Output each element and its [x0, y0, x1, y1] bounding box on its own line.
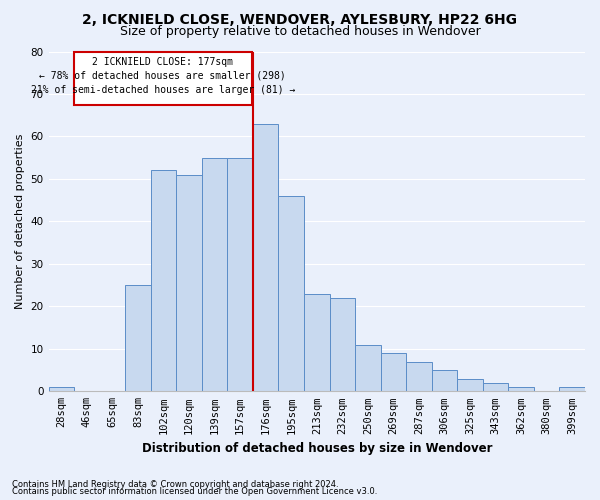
Text: ← 78% of detached houses are smaller (298): ← 78% of detached houses are smaller (29… — [40, 70, 286, 81]
Bar — [483, 383, 508, 392]
Bar — [151, 170, 176, 392]
Bar — [559, 387, 585, 392]
Bar — [253, 124, 278, 392]
Text: Size of property relative to detached houses in Wendover: Size of property relative to detached ho… — [119, 25, 481, 38]
Bar — [176, 174, 202, 392]
Bar — [304, 294, 329, 392]
Bar — [125, 285, 151, 392]
Bar — [202, 158, 227, 392]
Y-axis label: Number of detached properties: Number of detached properties — [15, 134, 25, 309]
Bar — [432, 370, 457, 392]
FancyBboxPatch shape — [74, 52, 251, 104]
Text: 21% of semi-detached houses are larger (81) →: 21% of semi-detached houses are larger (… — [31, 86, 295, 96]
Bar — [329, 298, 355, 392]
Bar — [457, 378, 483, 392]
Bar — [406, 362, 432, 392]
Text: 2, ICKNIELD CLOSE, WENDOVER, AYLESBURY, HP22 6HG: 2, ICKNIELD CLOSE, WENDOVER, AYLESBURY, … — [83, 12, 517, 26]
Text: Contains public sector information licensed under the Open Government Licence v3: Contains public sector information licen… — [12, 487, 377, 496]
Bar — [508, 387, 534, 392]
Text: Contains HM Land Registry data © Crown copyright and database right 2024.: Contains HM Land Registry data © Crown c… — [12, 480, 338, 489]
Bar — [278, 196, 304, 392]
Bar — [227, 158, 253, 392]
Bar — [355, 344, 380, 392]
Bar — [49, 387, 74, 392]
X-axis label: Distribution of detached houses by size in Wendover: Distribution of detached houses by size … — [142, 442, 492, 455]
Bar — [380, 353, 406, 392]
Text: 2 ICKNIELD CLOSE: 177sqm: 2 ICKNIELD CLOSE: 177sqm — [92, 56, 233, 66]
